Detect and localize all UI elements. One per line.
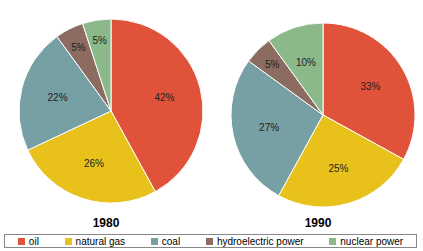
html-text:natural gas: natural gas xyxy=(75,235,126,247)
svg-text:33%: 33% xyxy=(361,81,381,92)
html-text:1980: 1980 xyxy=(92,216,120,230)
svg-text:25%: 25% xyxy=(328,163,348,174)
svg-text:5%: 5% xyxy=(265,59,280,70)
html-text:oil: oil xyxy=(28,235,39,247)
svg-text:42%: 42% xyxy=(154,92,174,103)
html-text:coal: coal xyxy=(161,235,181,247)
html-text:nuclear power: nuclear power xyxy=(340,235,404,247)
svg-text:10%: 10% xyxy=(296,57,316,68)
svg-text:26%: 26% xyxy=(84,158,104,169)
html-text:1990: 1990 xyxy=(304,216,332,230)
svg-text:5%: 5% xyxy=(71,42,86,53)
svg-text:5%: 5% xyxy=(93,35,108,46)
svg-text:27%: 27% xyxy=(259,122,279,133)
svg-text:22%: 22% xyxy=(48,92,68,103)
html-text:hydroelectric power: hydroelectric power xyxy=(216,235,304,247)
